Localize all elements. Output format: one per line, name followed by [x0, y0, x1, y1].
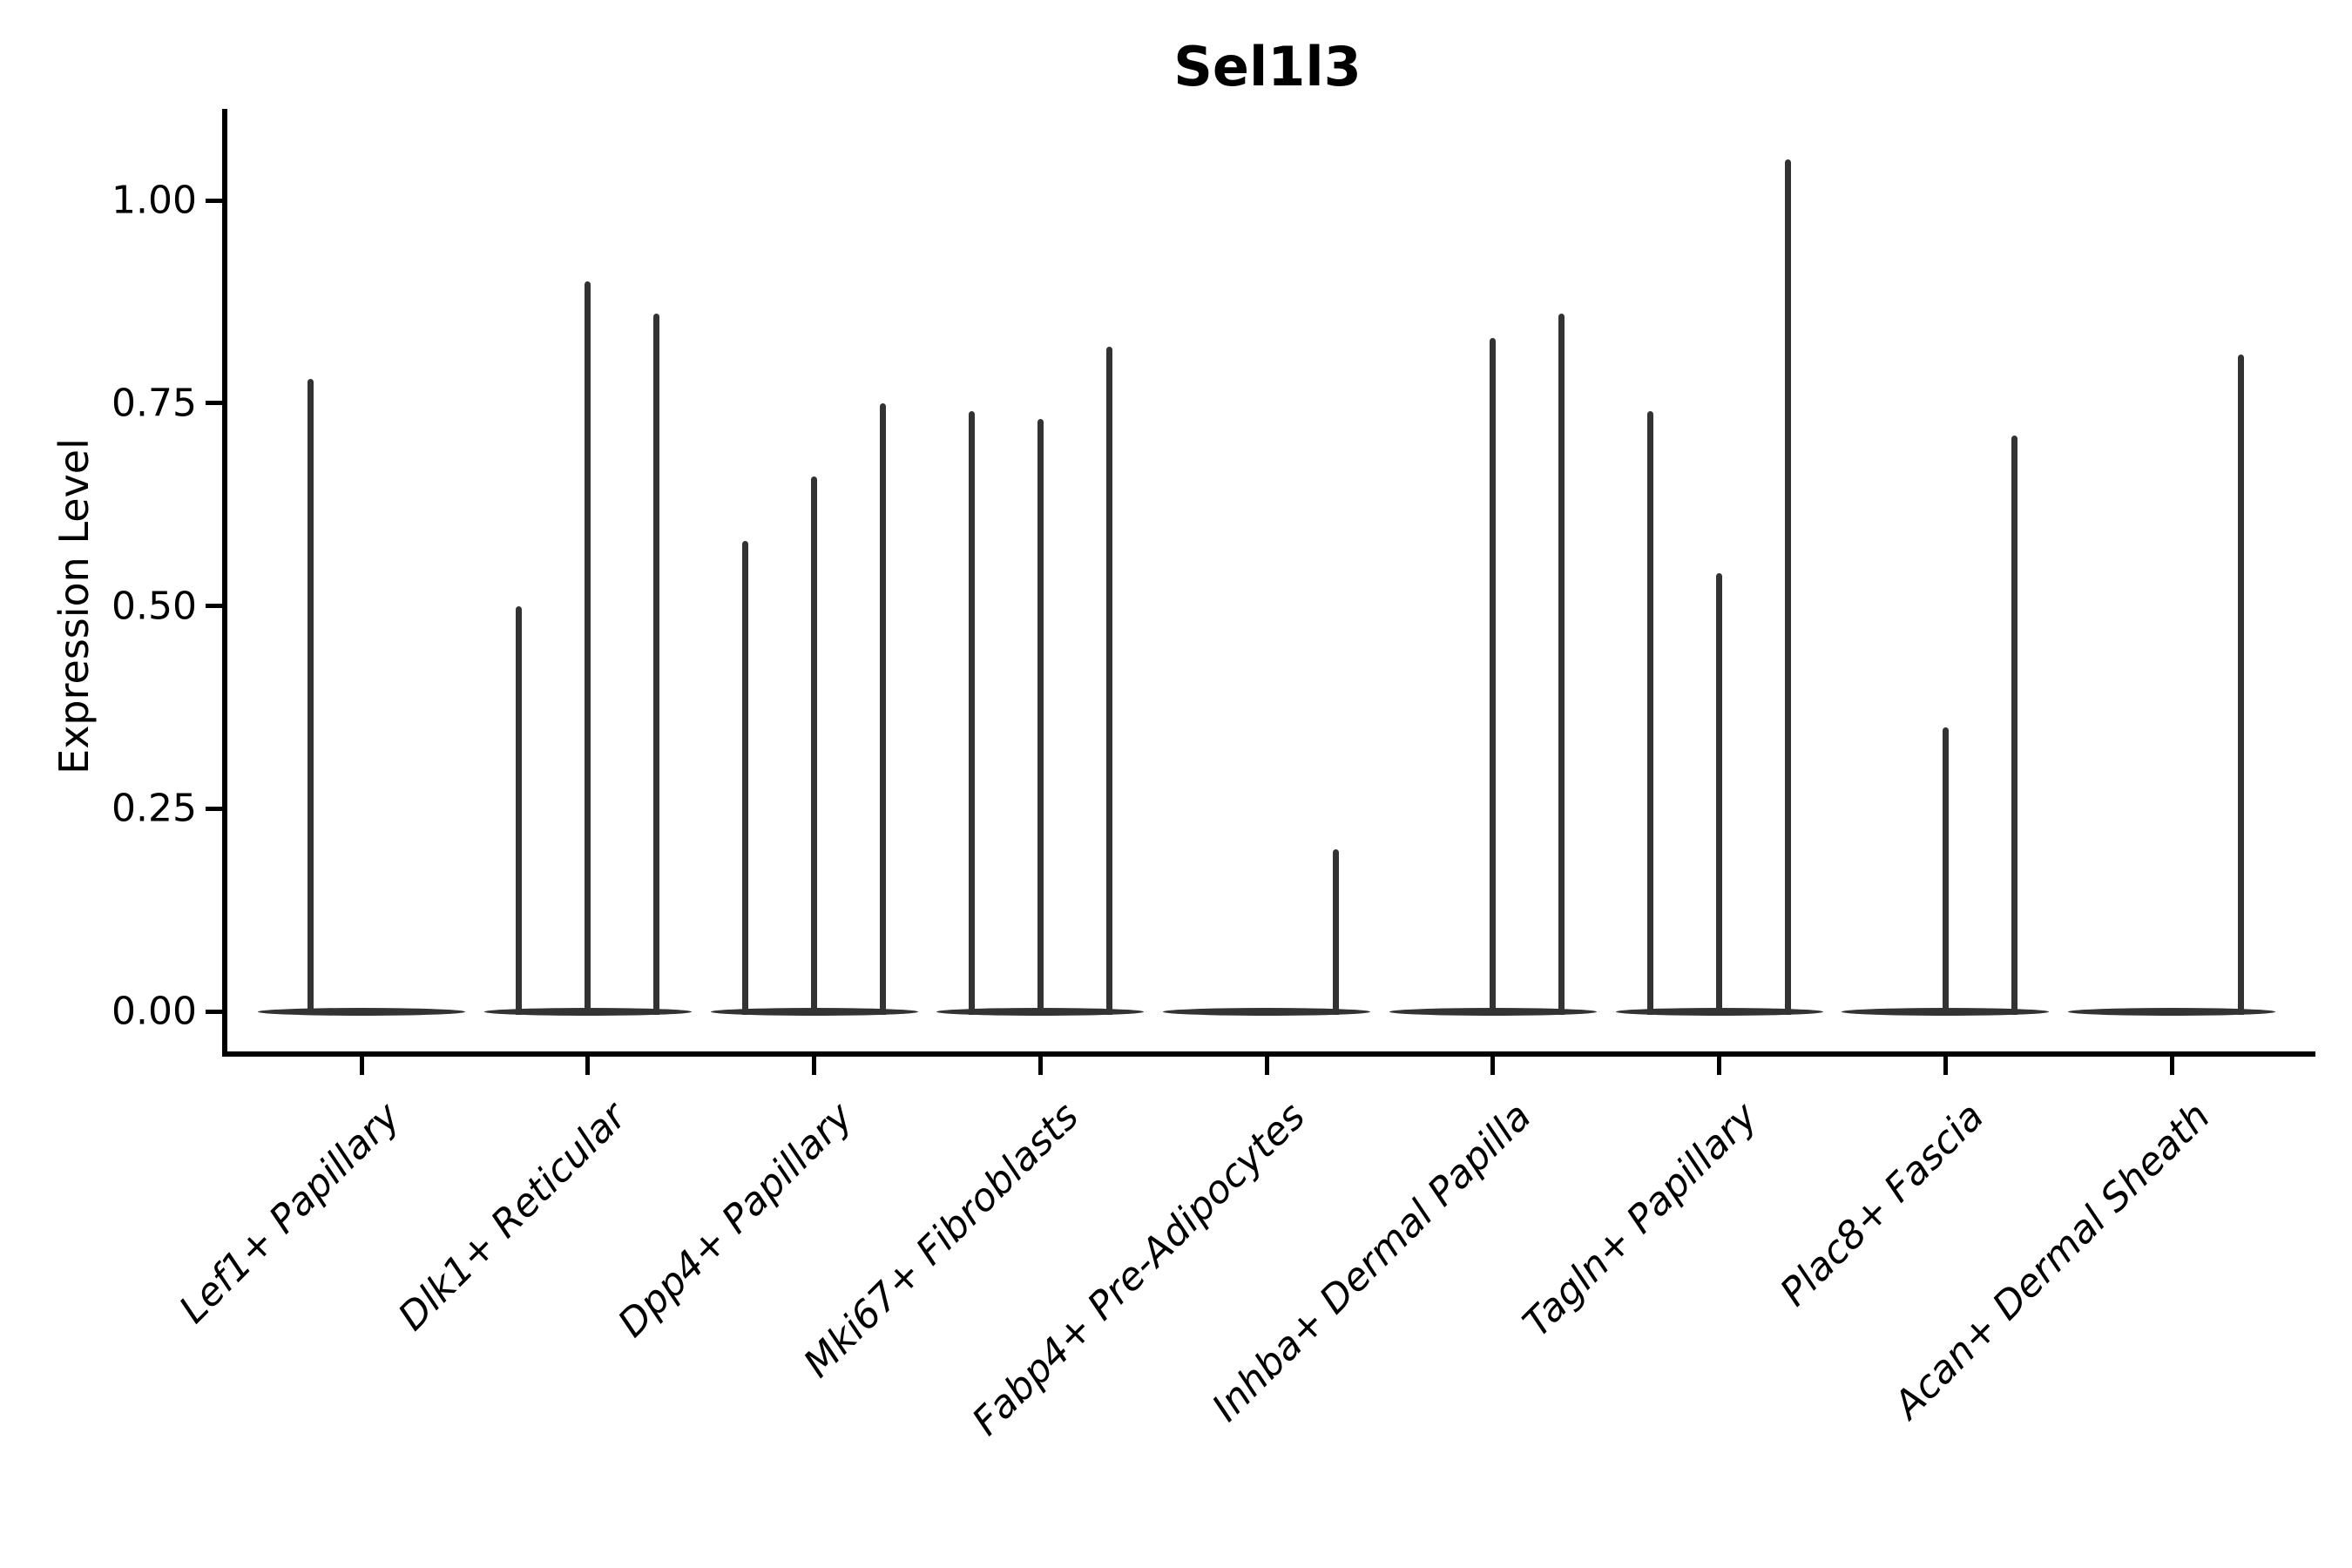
violin-spike — [1105, 346, 1112, 1015]
violin-spike — [811, 476, 817, 1015]
violin-spike — [1716, 573, 1722, 1015]
violin-spike — [1490, 338, 1497, 1015]
violin-spike — [653, 314, 660, 1015]
violin-spike — [516, 605, 523, 1015]
x-tick-mark — [2169, 1057, 2174, 1075]
violin-spike — [1332, 848, 1339, 1015]
violin-spike — [1785, 159, 1791, 1015]
violin-spike — [1942, 727, 1949, 1015]
x-tick-mark — [1717, 1057, 1721, 1075]
chart-title: Sel1l3 — [1173, 35, 1362, 98]
y-tick-label: 0.25 — [112, 786, 197, 831]
y-tick-mark — [206, 806, 222, 811]
violin-zero-bulge — [1163, 1007, 1370, 1016]
x-tick-mark — [1943, 1057, 1948, 1075]
violin-spike — [2237, 354, 2244, 1015]
x-tick-label: Dlk1+ Reticular — [389, 1094, 635, 1340]
x-tick-mark — [812, 1057, 816, 1075]
y-tick-mark — [206, 604, 222, 608]
x-axis-spine — [222, 1051, 2315, 1057]
x-tick-label: Plac8+ Fascia — [1771, 1094, 1993, 1315]
violin-zero-bulge — [2068, 1007, 2275, 1016]
x-tick-label: Lef1+ Papillary — [171, 1094, 409, 1333]
y-tick-label: 0.75 — [112, 381, 197, 426]
y-tick-mark — [206, 198, 222, 203]
y-tick-label: 1.00 — [112, 178, 197, 223]
x-tick-mark — [1037, 1057, 1043, 1075]
x-tick-label: Tagln+ Papillary — [1514, 1094, 1767, 1346]
violin-spike — [742, 541, 748, 1015]
x-tick-mark — [585, 1057, 591, 1075]
x-tick-mark — [1490, 1057, 1496, 1075]
violin-spike — [1647, 411, 1653, 1015]
violin-spike — [307, 378, 314, 1015]
y-tick-mark — [206, 401, 222, 406]
y-tick-mark — [206, 1009, 222, 1014]
violin-spike — [880, 402, 886, 1015]
violin-spike — [1558, 314, 1565, 1015]
violin-spike — [2011, 435, 2017, 1015]
violin-spike — [585, 281, 591, 1015]
x-tick-label: Dpp4+ Papillary — [609, 1094, 862, 1347]
violin-spike — [1037, 419, 1044, 1015]
y-tick-label: 0.00 — [112, 989, 197, 1034]
y-axis-spine — [222, 109, 227, 1057]
x-tick-mark — [359, 1057, 364, 1075]
y-tick-label: 0.50 — [112, 584, 197, 628]
violin-spike — [968, 411, 975, 1015]
violin-zero-bulge — [258, 1007, 465, 1016]
x-tick-mark — [1264, 1057, 1269, 1075]
